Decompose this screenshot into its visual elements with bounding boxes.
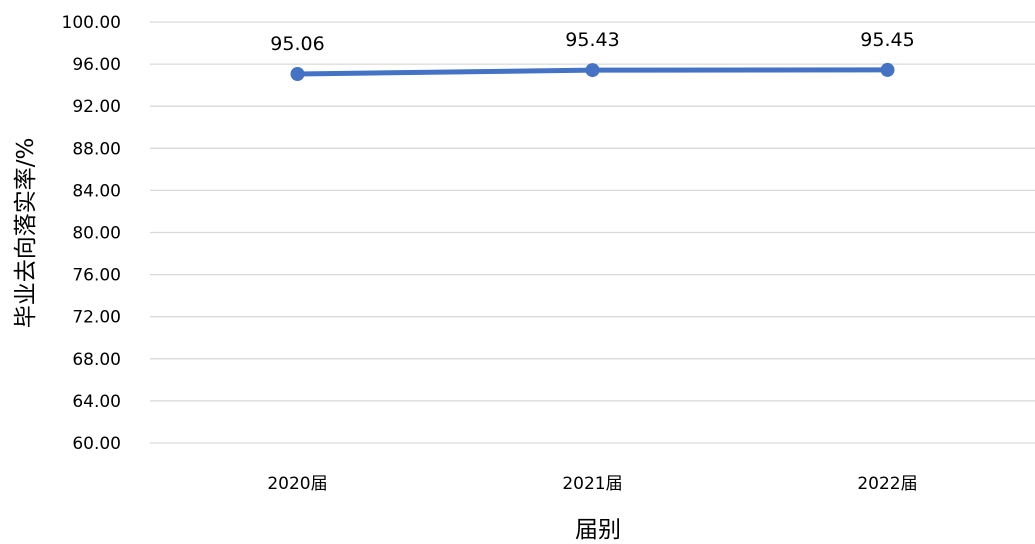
y-tick-label: 68.00 xyxy=(72,350,121,370)
y-axis-title: 毕业去向落实率/% xyxy=(13,138,39,329)
y-tick-label: 88.00 xyxy=(72,139,121,159)
y-tick-label: 76.00 xyxy=(72,266,121,286)
data-label: 95.45 xyxy=(860,29,914,51)
data-point[interactable] xyxy=(880,62,895,77)
x-axis-tick-labels: 2020届 2021届 2022届 xyxy=(267,474,917,494)
x-axis-title: 届别 xyxy=(575,517,621,543)
data-point[interactable] xyxy=(290,66,305,81)
data-point[interactable] xyxy=(585,63,600,78)
data-labels: 95.06 95.43 95.45 xyxy=(270,29,914,55)
y-tick-label: 92.00 xyxy=(72,97,121,117)
y-tick-label: 72.00 xyxy=(72,308,121,328)
y-tick-label: 96.00 xyxy=(72,55,121,75)
x-tick-label: 2020届 xyxy=(267,474,327,494)
series-group xyxy=(290,62,895,81)
y-axis-tick-labels: 60.00 64.00 68.00 72.00 76.00 80.00 84.00 88.00… xyxy=(62,13,121,454)
x-tick-label: 2022届 xyxy=(857,474,917,494)
x-tick-label: 2021届 xyxy=(562,474,622,494)
y-tick-label: 80.00 xyxy=(72,224,121,244)
y-tick-label: 100.00 xyxy=(62,13,121,33)
data-label: 95.43 xyxy=(565,29,619,51)
y-tick-label: 84.00 xyxy=(72,181,121,201)
y-tick-label: 64.00 xyxy=(72,392,121,412)
data-label: 95.06 xyxy=(270,33,324,55)
gridlines xyxy=(150,21,1035,444)
y-tick-label: 60.00 xyxy=(72,434,121,454)
